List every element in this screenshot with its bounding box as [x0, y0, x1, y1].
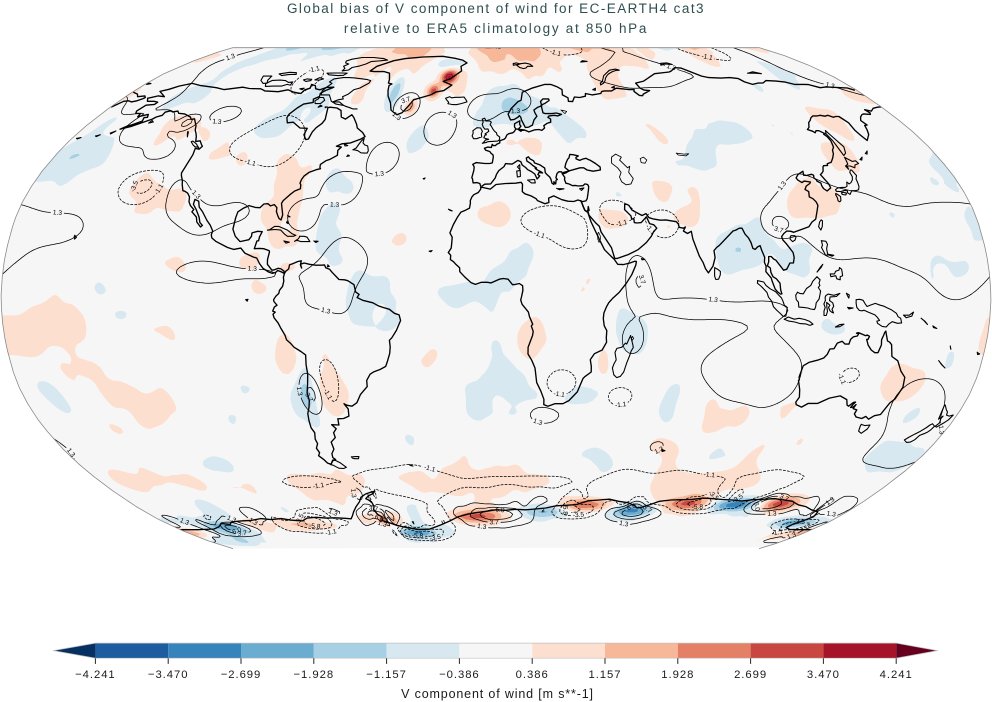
svg-text:1.3: 1.3: [826, 510, 836, 518]
svg-text:-1.1: -1.1: [322, 388, 334, 402]
svg-text:1.3: 1.3: [777, 180, 788, 192]
svg-text:1.3: 1.3: [327, 508, 339, 518]
svg-text:1.3: 1.3: [65, 447, 76, 459]
svg-text:-5.8: -5.8: [412, 532, 424, 540]
svg-text:1.3: 1.3: [767, 511, 777, 518]
svg-text:3.7: 3.7: [303, 392, 314, 404]
svg-text:3.7: 3.7: [401, 96, 412, 106]
svg-text:1.3: 1.3: [511, 108, 521, 115]
svg-text:1.3: 1.3: [391, 111, 403, 122]
svg-text:1.3: 1.3: [825, 81, 836, 90]
svg-text:-1.1: -1.1: [423, 464, 436, 474]
svg-text:-3.5: -3.5: [793, 519, 805, 527]
svg-text:1.3: 1.3: [179, 517, 190, 527]
svg-text:-1.1: -1.1: [244, 158, 257, 168]
svg-text:1.3: 1.3: [226, 514, 237, 524]
svg-text:3.7: 3.7: [489, 519, 499, 526]
svg-text:-1.1: -1.1: [549, 48, 562, 58]
svg-text:1.3: 1.3: [377, 520, 388, 529]
svg-text:-1.1: -1.1: [703, 471, 715, 479]
svg-text:-1.1: -1.1: [553, 391, 566, 399]
svg-text:1.3: 1.3: [212, 118, 222, 126]
svg-text:1.3: 1.3: [708, 296, 718, 304]
svg-text:1.3: 1.3: [825, 496, 837, 507]
svg-text:6.0: 6.0: [626, 503, 637, 513]
svg-text:-1.1: -1.1: [308, 65, 321, 75]
svg-text:-1.1: -1.1: [615, 219, 628, 229]
svg-text:1.3: 1.3: [666, 63, 677, 73]
svg-text:1.3: 1.3: [349, 488, 357, 498]
svg-text:-1.1: -1.1: [312, 482, 325, 491]
svg-text:1.3: 1.3: [619, 520, 630, 529]
svg-text:3.7: 3.7: [778, 493, 790, 503]
svg-text:1.3: 1.3: [320, 307, 331, 316]
svg-text:1.3: 1.3: [295, 386, 303, 396]
svg-text:-3.5: -3.5: [130, 180, 141, 193]
svg-text:-3.5: -3.5: [429, 534, 442, 543]
svg-text:1.3: 1.3: [374, 170, 384, 178]
svg-text:1.3: 1.3: [477, 523, 487, 531]
svg-text:-1.1: -1.1: [533, 230, 546, 241]
svg-text:-5.8: -5.8: [309, 523, 321, 531]
svg-text:-5.8: -5.8: [692, 504, 704, 511]
svg-text:1.3: 1.3: [446, 109, 458, 120]
svg-text:1.3: 1.3: [190, 189, 202, 201]
svg-text:1.3: 1.3: [786, 531, 797, 541]
svg-text:-3.5: -3.5: [294, 513, 306, 527]
svg-text:6.0: 6.0: [232, 526, 243, 536]
svg-text:3.7: 3.7: [637, 274, 647, 285]
svg-text:-3.5: -3.5: [573, 511, 585, 519]
svg-text:-1.1: -1.1: [615, 401, 627, 409]
svg-text:-1.1: -1.1: [701, 53, 714, 62]
svg-text:1.3: 1.3: [532, 418, 543, 428]
svg-text:1.3: 1.3: [225, 53, 236, 63]
svg-text:6.0: 6.0: [374, 514, 385, 524]
svg-text:-1.1: -1.1: [836, 372, 847, 385]
svg-text:1.3: 1.3: [247, 517, 259, 528]
svg-text:-5.8: -5.8: [561, 503, 568, 515]
svg-text:1.3: 1.3: [654, 446, 666, 456]
svg-text:3.7: 3.7: [368, 505, 378, 513]
svg-text:1.3: 1.3: [937, 425, 945, 435]
svg-text:3.7: 3.7: [773, 226, 784, 235]
svg-text:1.3: 1.3: [248, 266, 258, 273]
svg-text:1.3: 1.3: [330, 201, 340, 209]
svg-text:6.0: 6.0: [752, 501, 761, 512]
svg-text:1.3: 1.3: [53, 209, 63, 216]
svg-text:-1.1: -1.1: [325, 528, 338, 537]
svg-text:3.7: 3.7: [641, 504, 653, 515]
svg-text:6.0: 6.0: [495, 506, 505, 514]
svg-text:3.7: 3.7: [237, 530, 247, 538]
svg-text:-1.1: -1.1: [771, 529, 783, 537]
